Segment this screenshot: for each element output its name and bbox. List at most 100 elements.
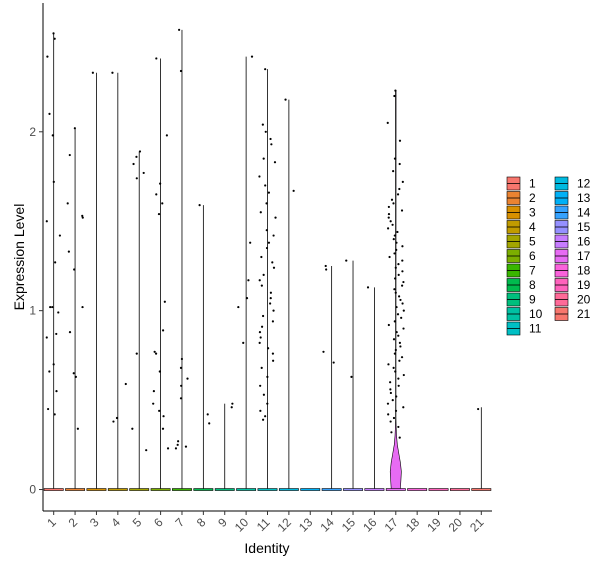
data-point	[162, 415, 165, 418]
legend-item-19: 19	[554, 278, 591, 292]
data-point	[81, 305, 84, 309]
legend-item-4: 4	[506, 220, 536, 234]
data-point	[398, 295, 401, 298]
data-point	[152, 390, 155, 393]
data-point	[265, 202, 268, 205]
data-point	[249, 241, 252, 244]
data-point	[47, 407, 50, 411]
data-point	[271, 320, 275, 323]
violin-base	[214, 488, 235, 491]
data-point	[174, 447, 178, 450]
data-point	[46, 55, 49, 58]
legend-label: 11	[529, 322, 542, 336]
data-point	[274, 216, 277, 219]
data-point	[260, 255, 263, 259]
data-point	[395, 241, 398, 244]
data-point	[396, 313, 400, 316]
data-point	[145, 449, 148, 452]
data-point	[388, 255, 391, 259]
y-tick-label: 1	[29, 304, 36, 318]
data-point	[400, 356, 404, 359]
data-point	[242, 341, 245, 344]
data-point	[208, 422, 211, 425]
data-point	[262, 273, 265, 276]
data-point	[394, 348, 397, 352]
data-point	[259, 211, 262, 214]
data-point	[401, 270, 404, 273]
data-point	[58, 234, 61, 237]
legend-item-10: 10	[506, 307, 543, 321]
violin-base	[172, 488, 192, 491]
data-point	[322, 350, 325, 353]
data-point	[198, 204, 201, 207]
violin-11	[257, 69, 278, 491]
data-point	[237, 305, 240, 309]
violin-base	[236, 488, 257, 491]
data-point	[262, 157, 265, 160]
data-point	[54, 261, 57, 264]
data-point	[165, 134, 168, 137]
data-point	[261, 314, 265, 318]
data-point	[49, 305, 52, 309]
data-point	[402, 309, 405, 312]
data-point	[400, 316, 403, 319]
violin-16	[364, 287, 385, 491]
data-point	[270, 143, 273, 146]
data-point	[161, 329, 165, 332]
y-axis-title: Expression Level	[11, 204, 27, 311]
legend-label: 12	[577, 177, 591, 191]
violin-base	[43, 488, 64, 491]
violin-base	[407, 488, 428, 491]
data-point	[231, 402, 234, 405]
data-point	[112, 420, 115, 423]
data-point	[273, 161, 277, 164]
data-point	[259, 384, 262, 387]
data-point	[158, 409, 161, 412]
data-point	[269, 297, 272, 300]
data-point	[271, 352, 275, 355]
violin-21	[471, 407, 492, 491]
legend-item-21: 21	[554, 307, 591, 321]
x-tick-label: 16	[360, 515, 380, 535]
legend-label: 3	[529, 206, 536, 220]
data-point	[267, 241, 271, 244]
data-point	[389, 391, 392, 395]
data-point	[284, 98, 287, 101]
data-point	[73, 127, 76, 130]
data-point	[245, 297, 249, 300]
x-axis-title: Identity	[244, 540, 289, 556]
data-point	[91, 71, 94, 74]
data-point	[399, 345, 402, 348]
x-tick-label: 14	[317, 515, 337, 535]
violin-20	[450, 488, 470, 491]
data-point	[398, 341, 401, 344]
data-point	[393, 94, 396, 98]
data-point	[81, 214, 84, 217]
data-point	[325, 268, 328, 271]
violin-base	[257, 488, 278, 491]
x-tick-label: 19	[424, 515, 444, 535]
x-tick-label: 4	[108, 515, 123, 530]
data-point	[57, 311, 60, 314]
data-point	[292, 189, 295, 192]
data-point	[124, 382, 127, 386]
data-point	[389, 388, 392, 391]
data-point	[132, 162, 135, 166]
data-point	[67, 250, 70, 253]
legend-label: 6	[529, 249, 536, 263]
legend-label: 7	[529, 264, 536, 278]
data-point	[398, 187, 401, 191]
violin-18	[407, 488, 428, 491]
data-point	[401, 302, 404, 305]
legend-item-13: 13	[554, 191, 591, 205]
data-point	[258, 331, 262, 334]
data-point	[152, 402, 155, 405]
data-point	[387, 413, 390, 416]
data-point	[387, 205, 390, 209]
data-point	[402, 327, 405, 330]
legend-item-5: 5	[506, 235, 536, 249]
data-point	[55, 332, 58, 336]
data-point	[53, 37, 56, 40]
